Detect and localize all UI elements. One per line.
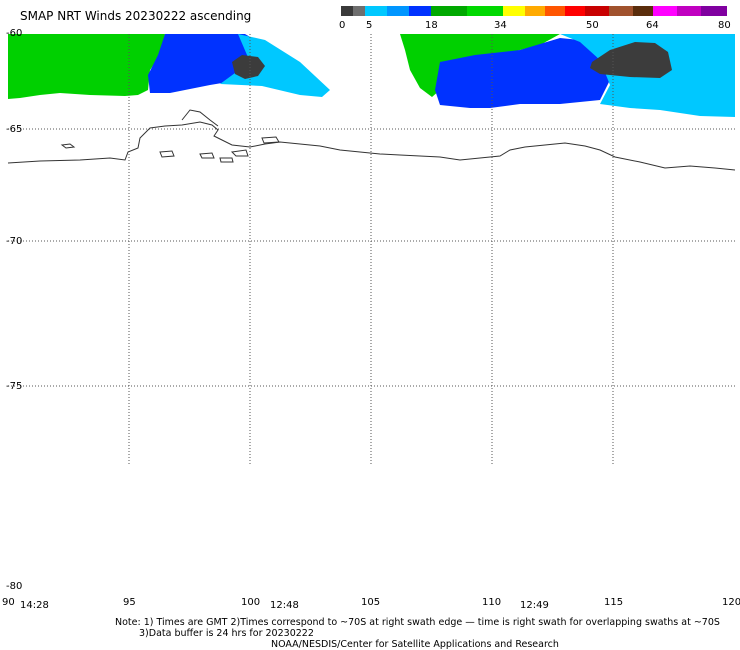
colorbar-segment xyxy=(387,6,409,16)
lat-label-75: -75 xyxy=(6,381,23,392)
colorbar-segment xyxy=(653,6,677,16)
colorbar-segment xyxy=(467,6,503,16)
colorbar-label-5: 5 xyxy=(366,20,373,31)
lat-label-70: -70 xyxy=(6,236,23,247)
colorbar-segment xyxy=(353,6,365,16)
wind-region-moderate xyxy=(435,38,610,108)
swath-time-3: 12:49 xyxy=(520,600,549,611)
lon-label-100: 100 xyxy=(241,597,261,608)
colorbar-label-64: 64 xyxy=(646,20,659,31)
colorbar-segment xyxy=(633,6,653,16)
wind-region-strong xyxy=(8,34,165,99)
wind-region-calm xyxy=(232,55,265,79)
lon-label-110: 110 xyxy=(482,597,502,608)
colorbar-segment xyxy=(585,6,609,16)
colorbar-segment xyxy=(365,6,387,16)
colorbar-segment xyxy=(545,6,565,16)
lat-label-65: -65 xyxy=(6,124,23,135)
colorbar-segment xyxy=(609,6,633,16)
note-line-1: Note: 1) Times are GMT 2)Times correspon… xyxy=(115,617,720,628)
graticule xyxy=(8,34,735,465)
colorbar-segment xyxy=(431,6,467,16)
colorbar-label-50: 50 xyxy=(586,20,599,31)
lat-label-80: -80 xyxy=(6,581,23,592)
colorbar-label-34: 34 xyxy=(494,20,507,31)
lat-label-60: -60 xyxy=(6,28,23,39)
swath-time-1: 14:28 xyxy=(20,600,49,611)
credit-line: NOAA/NESDIS/Center for Satellite Applica… xyxy=(271,639,559,650)
lon-label-95: 95 xyxy=(123,597,136,608)
wind-region-light xyxy=(220,34,330,97)
colorbar-segment xyxy=(341,6,353,16)
wind-speed-colorbar xyxy=(341,6,729,16)
note-line-2: 3)Data buffer is 24 hrs for 20230222 xyxy=(139,628,314,639)
antarctic-coastline xyxy=(7,109,736,171)
colorbar-segment xyxy=(677,6,701,16)
wind-region-calm xyxy=(590,42,672,78)
colorbar-segment xyxy=(525,6,545,16)
colorbar-segment xyxy=(503,6,525,16)
lon-label-90: 90 xyxy=(2,597,15,608)
colorbar-segment xyxy=(701,6,727,16)
colorbar-label-80: 80 xyxy=(718,20,731,31)
colorbar-label-18: 18 xyxy=(425,20,438,31)
colorbar-label-0: 0 xyxy=(339,20,346,31)
wind-swath-right xyxy=(400,34,735,117)
map-title: SMAP NRT Winds 20230222 ascending xyxy=(20,9,252,23)
lon-label-105: 105 xyxy=(361,597,381,608)
wind-swath-left xyxy=(8,34,330,99)
colorbar-segment xyxy=(409,6,431,16)
colorbar-segment xyxy=(565,6,585,16)
swath-time-2: 12:48 xyxy=(270,600,299,611)
lon-label-120: 120 xyxy=(722,597,740,608)
lon-label-115: 115 xyxy=(604,597,624,608)
